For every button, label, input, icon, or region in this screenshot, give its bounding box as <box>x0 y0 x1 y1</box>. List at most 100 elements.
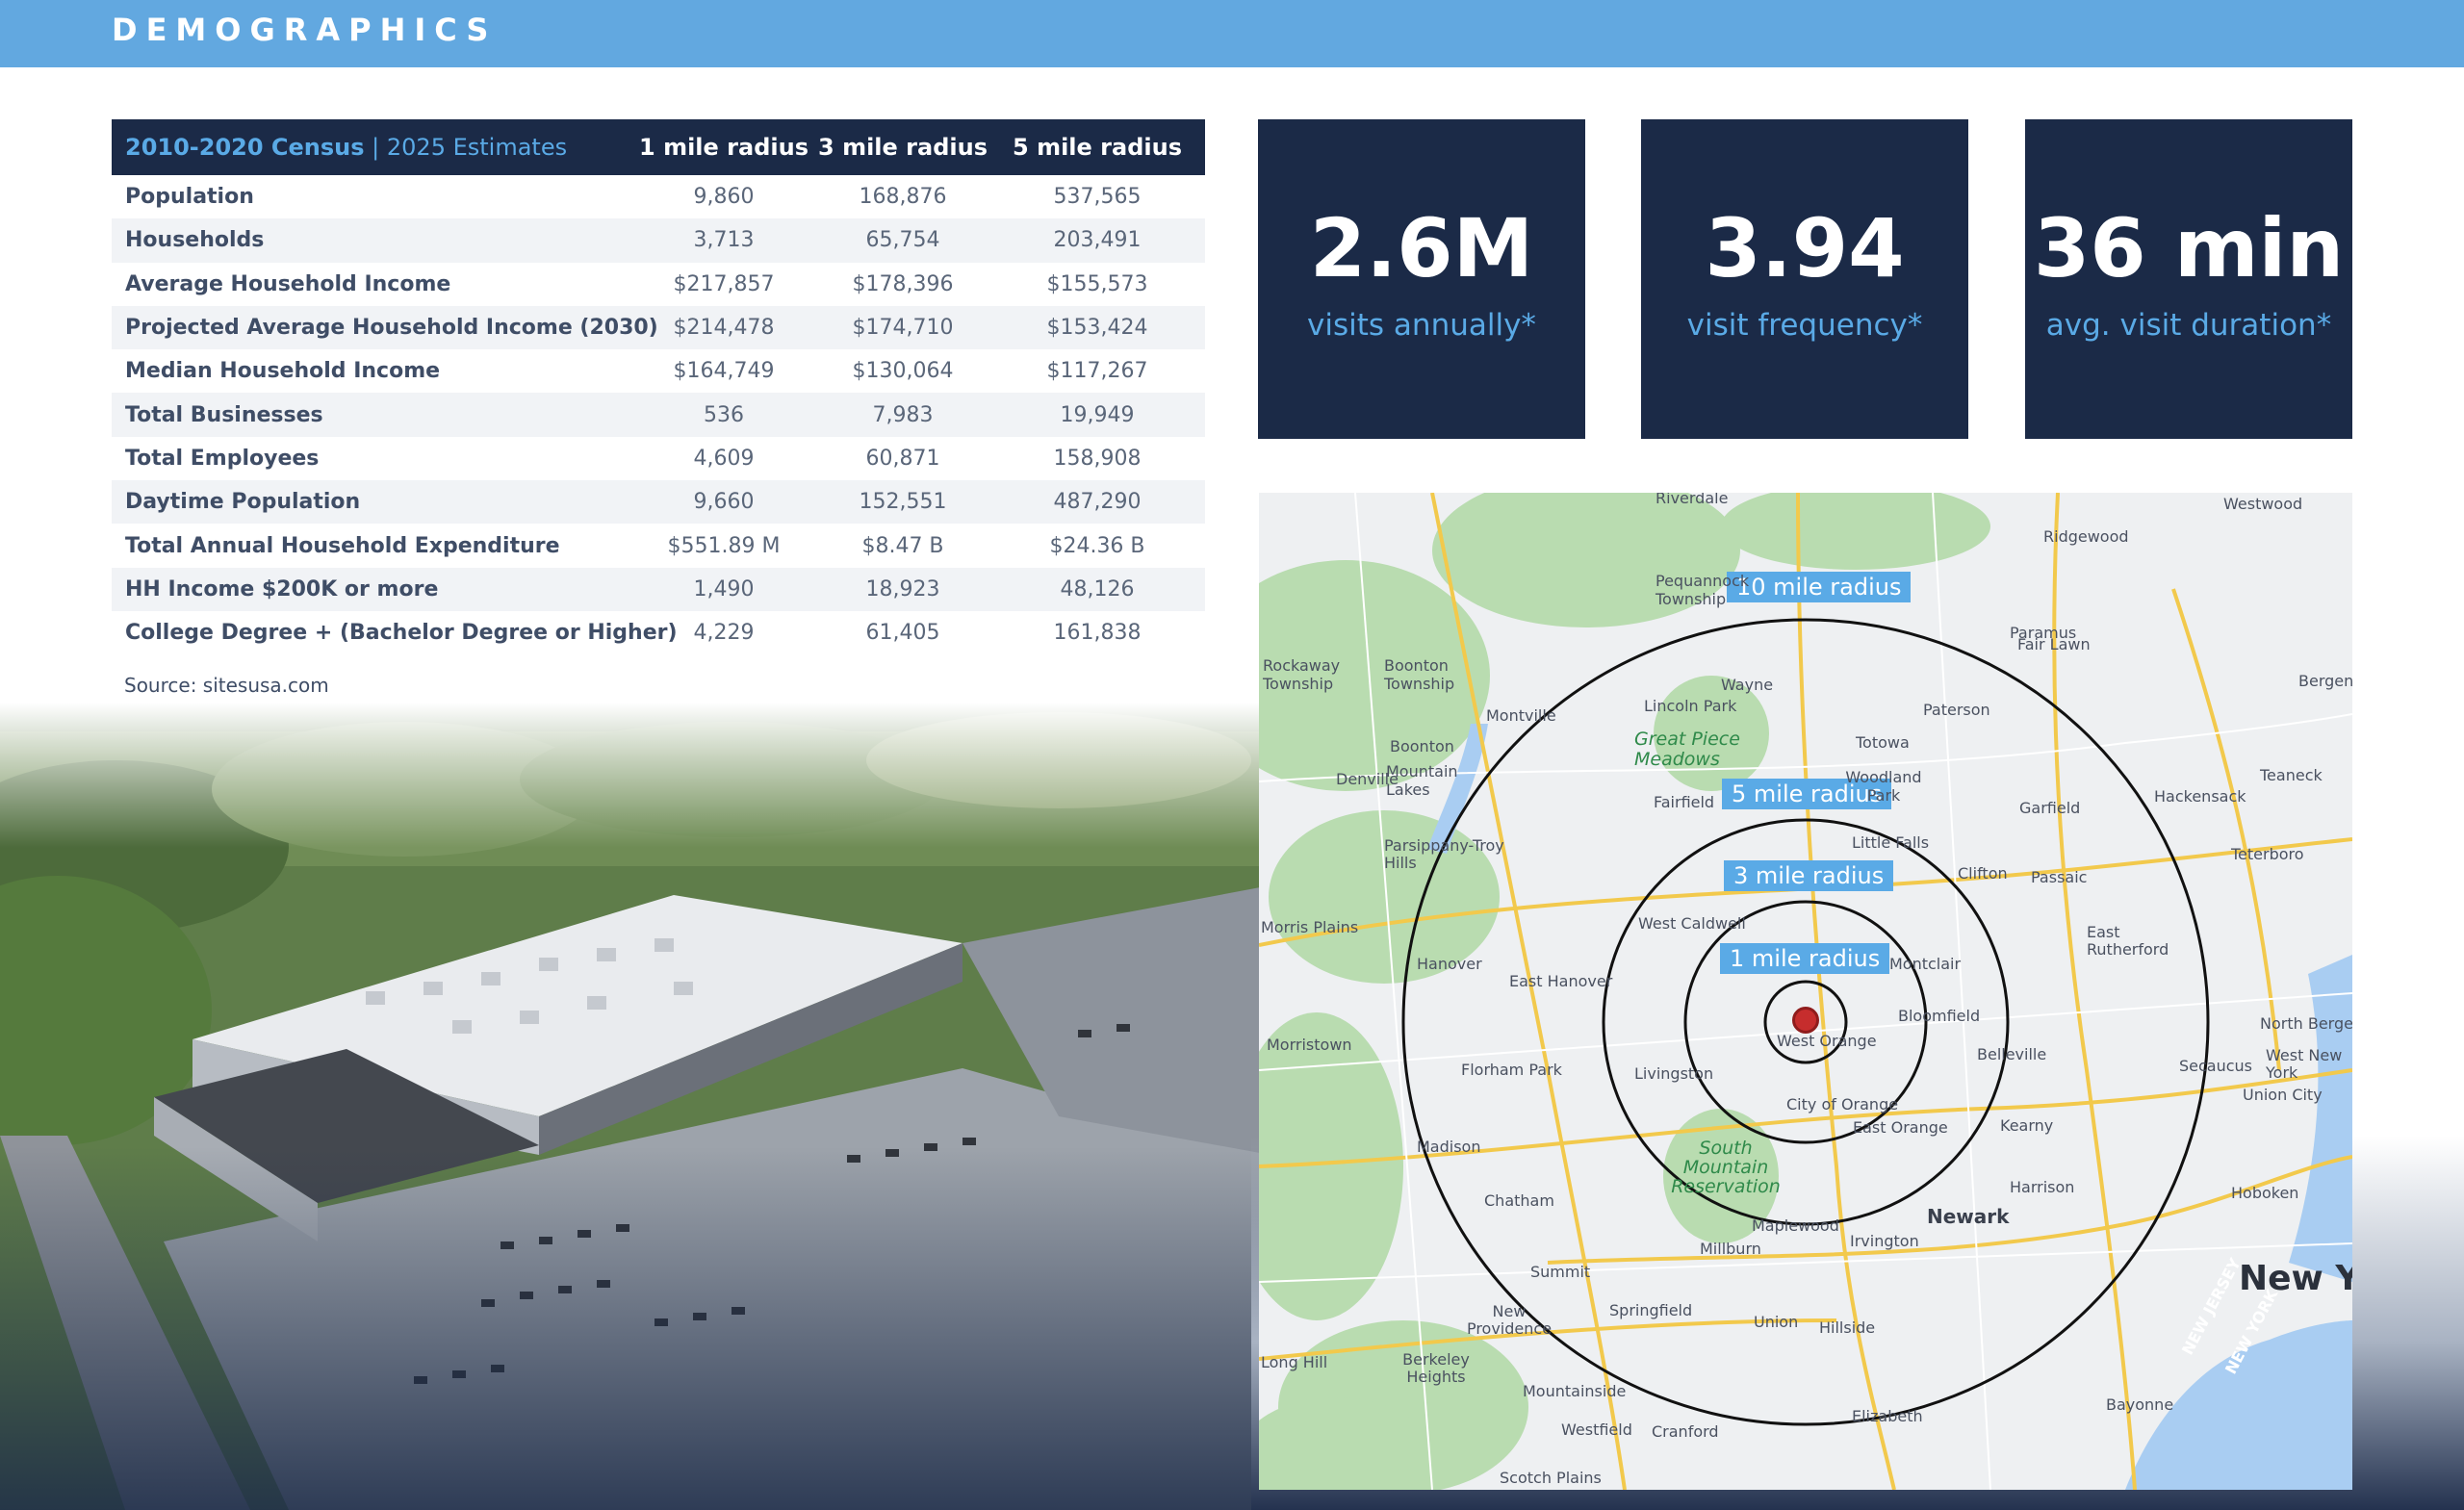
map-place: Bloomfield <box>1898 1007 1981 1025</box>
map-place: Pequannock Township <box>1656 572 1750 608</box>
table-cell: $214,478 <box>673 316 775 341</box>
stat-value: 36 min <box>2033 201 2345 295</box>
source-note: Source: sitesusa.com <box>124 674 329 697</box>
map-place: Hillside <box>1819 1318 1876 1337</box>
table-cell: 9,660 <box>693 490 755 515</box>
map-place: Springfield <box>1609 1301 1693 1319</box>
table-cell: $24.36 B <box>1049 533 1145 558</box>
map-place: Totowa <box>1856 733 1910 752</box>
map-place: Woodland Park <box>1845 768 1922 805</box>
table-cell: 60,871 <box>865 446 940 471</box>
map-place: Bergenfield <box>2298 672 2352 690</box>
map-place: Chatham <box>1484 1191 1554 1210</box>
radius-tag-5-mile: 5 mile radius <box>1722 779 1892 809</box>
table-cell: 65,754 <box>865 228 940 253</box>
map-place: Secaucus <box>2179 1057 2253 1075</box>
map-place: Boonton Township <box>1384 656 1455 693</box>
map-place: Montclair <box>1889 955 1962 973</box>
table-header-label: 2010-2020 Census | 2025 Estimates <box>125 134 568 161</box>
table-cell: $153,424 <box>1046 316 1148 341</box>
map-place: Kearny <box>2000 1116 2054 1135</box>
table-row: College Degree + (Bachelor Degree or Hig… <box>112 611 1205 654</box>
table-cell: 19,949 <box>1060 402 1135 427</box>
map-place: Paterson <box>1923 701 1990 719</box>
table-row: Households 3,713 65,754 203,491 <box>112 218 1205 263</box>
map-place: Riverdale <box>1656 493 1729 507</box>
row-label: Median Household Income <box>125 359 441 384</box>
stat-label: visits annually* <box>1307 308 1536 343</box>
table-cell: $117,267 <box>1046 359 1148 384</box>
map-place: South Mountain Reservation <box>1671 1138 1781 1197</box>
table-cell: $155,573 <box>1046 271 1148 296</box>
map-place: Elizabeth <box>1852 1407 1923 1425</box>
map-place: West New York <box>2266 1046 2343 1082</box>
row-label: Projected Average Household Income (2030… <box>125 316 658 341</box>
census-table: 2010-2020 Census | 2025 Estimates 1 mile… <box>112 119 1205 654</box>
stat-card-frequency: 3.94 visit frequency* <box>1641 119 1968 439</box>
map-place: Irvington <box>1850 1232 1919 1250</box>
radius-tag-10-mile: 10 mile radius <box>1727 572 1912 602</box>
map-place: New Providence <box>1466 1302 1553 1338</box>
stat-value: 2.6M <box>1309 201 1534 295</box>
row-label: Total Annual Household Expenditure <box>125 533 560 558</box>
row-label: Population <box>125 185 254 210</box>
map-place: Clifton <box>1958 864 2008 883</box>
map-place: Passaic <box>2031 868 2088 886</box>
map-place: Summit <box>1530 1263 1591 1281</box>
table-cell: 1,490 <box>693 576 755 601</box>
table-cell: $8.47 B <box>861 533 944 558</box>
table-row: HH Income $200K or more 1,490 18,923 48,126 <box>112 567 1205 611</box>
map-place: Millburn <box>1700 1240 1761 1258</box>
map-place: Teaneck <box>2260 766 2323 784</box>
location-pin-icon <box>1792 1007 1819 1034</box>
column-header: 3 mile radius <box>818 134 988 161</box>
table-cell: 9,860 <box>693 185 755 210</box>
map-place: Fairfield <box>1654 793 1715 811</box>
table-cell: 168,876 <box>859 185 947 210</box>
stat-label: avg. visit duration* <box>2045 308 2332 343</box>
table-cell: 3,713 <box>693 228 755 253</box>
stat-card-duration: 36 min avg. visit duration* <box>2025 119 2352 439</box>
aerial-photo <box>0 703 1270 1510</box>
table-row: Total Businesses 536 7,983 19,949 <box>112 393 1205 437</box>
map-base <box>1259 493 2352 1490</box>
header-band <box>0 0 2464 67</box>
map-place: East Rutherford <box>2087 923 2169 959</box>
table-cell: 4,229 <box>693 621 755 646</box>
map-place: Montville <box>1486 706 1556 725</box>
map-place: Mountainside <box>1523 1382 1627 1400</box>
table-cell: $130,064 <box>852 359 954 384</box>
map-place: Morris Plains <box>1261 918 1359 936</box>
map-place: Harrison <box>2010 1178 2075 1196</box>
row-label: Households <box>125 228 265 253</box>
map-place: Newark <box>1927 1205 2010 1228</box>
table-cell: $217,857 <box>673 271 775 296</box>
table-cell: 18,923 <box>865 576 940 601</box>
map-place: Westwood <box>2223 495 2303 513</box>
map-place: Union City <box>2243 1086 2323 1104</box>
map-place: City of Orange <box>1786 1095 1899 1113</box>
map-place: Livingston <box>1634 1064 1714 1083</box>
map-place: Bayonne <box>2106 1395 2174 1414</box>
map-place: Wayne <box>1721 676 1774 694</box>
map-place: Ridgewood <box>2043 527 2129 546</box>
radius-tag-3-mile: 3 mile radius <box>1724 860 1894 891</box>
map-place: East Orange <box>1853 1118 1948 1137</box>
map-place: Belleville <box>1977 1045 2047 1063</box>
map-place: Scotch Plains <box>1500 1469 1602 1487</box>
map-place: Mountain Lakes <box>1386 762 1458 799</box>
table-cell: 203,491 <box>1053 228 1142 253</box>
map-place: Hackensack <box>2154 787 2246 806</box>
page-title: DEMOGRAPHICS <box>112 12 498 48</box>
map-place: Morristown <box>1267 1036 1352 1054</box>
radius-map[interactable]: 10 mile radius 5 mile radius 3 mile radi… <box>1259 493 2352 1490</box>
table-cell: $178,396 <box>852 271 954 296</box>
table-cell: 61,405 <box>865 621 940 646</box>
column-header: 1 mile radius <box>639 134 808 161</box>
map-place: Long Hill <box>1261 1353 1328 1371</box>
table-cell: $551.89 M <box>667 533 781 558</box>
map-place: Rockaway Township <box>1263 656 1341 693</box>
table-cell: $164,749 <box>673 359 775 384</box>
map-place: Paramus <box>2010 624 2077 642</box>
table-cell: 537,565 <box>1053 185 1142 210</box>
